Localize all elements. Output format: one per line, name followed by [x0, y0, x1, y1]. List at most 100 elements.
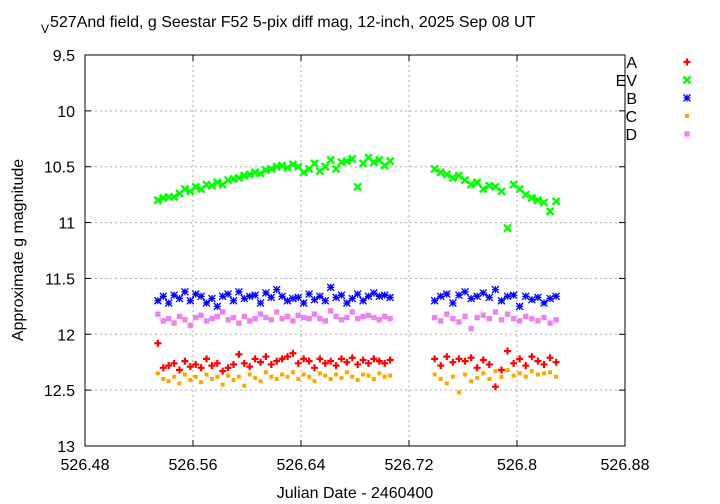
data-point-b [442, 290, 451, 299]
data-point-d [247, 318, 253, 324]
data-point-c [350, 374, 355, 379]
data-point-b [218, 292, 227, 301]
data-point-ev [545, 207, 555, 216]
data-point-b [299, 299, 308, 307]
data-point-c [432, 372, 437, 377]
data-point-c [328, 376, 333, 381]
data-point-c [236, 374, 241, 379]
data-point-b [251, 291, 260, 300]
data-point-a [230, 360, 237, 368]
series-b [153, 283, 561, 311]
y-tick-label: 12.5 [44, 383, 75, 400]
data-point-b [369, 288, 378, 297]
data-point-ev [347, 154, 357, 164]
data-point-b [380, 291, 389, 300]
data-point-c [258, 379, 263, 384]
data-point-a [546, 354, 554, 362]
data-point-a [338, 355, 345, 363]
data-point-a [370, 355, 378, 363]
data-point-c [463, 372, 468, 377]
data-point-d [523, 313, 529, 320]
data-point-c [263, 370, 268, 375]
data-point-d [338, 317, 345, 323]
x-axis-label: Julian Date - 2460400 [277, 485, 434, 502]
data-point-a [491, 383, 499, 391]
data-point-b [503, 292, 512, 301]
data-point-c [307, 374, 312, 379]
data-point-ev [442, 170, 452, 179]
data-point-d [510, 315, 517, 322]
plot-border [84, 54, 626, 447]
data-point-c [323, 373, 328, 378]
data-point-a [431, 355, 439, 363]
data-point-c [166, 379, 171, 384]
data-point-d [553, 317, 559, 323]
data-point-ev [169, 192, 179, 202]
x-tick-label: 526.72 [385, 457, 434, 474]
data-point-c [204, 372, 209, 377]
data-point-a [278, 355, 286, 363]
data-point-c [456, 390, 461, 395]
data-point-a [181, 357, 189, 365]
data-point-c [285, 374, 290, 379]
data-point-ev [503, 223, 512, 233]
x-tick-label: 526.56 [169, 457, 218, 474]
data-point-b [213, 302, 222, 311]
data-point-ev [527, 193, 537, 203]
data-point-c [529, 369, 534, 374]
data-point-a [359, 356, 367, 364]
data-point-d [541, 314, 547, 321]
data-point-c [542, 371, 546, 376]
y-tick-label: 12 [57, 327, 75, 344]
data-point-d [456, 319, 462, 325]
data-point-b [473, 292, 482, 301]
data-point-d [517, 318, 523, 324]
data-point-d [349, 309, 355, 315]
data-point-a [455, 355, 463, 363]
data-point-a [186, 363, 194, 371]
data-point-c [161, 376, 166, 381]
data-point-c [274, 376, 279, 381]
data-point-d [468, 326, 474, 332]
data-point-d [155, 311, 161, 317]
data-point-c [481, 371, 486, 376]
data-point-c [450, 374, 455, 379]
data-point-c [215, 374, 220, 379]
chart-title-subscript: V [41, 22, 49, 36]
data-point-a [540, 360, 548, 368]
data-point-b [497, 296, 506, 305]
data-point-a [208, 362, 216, 370]
data-point-d [387, 315, 393, 322]
data-point-c [155, 371, 160, 376]
data-point-d [317, 315, 323, 322]
data-point-d [444, 311, 450, 317]
data-point-c [382, 374, 387, 379]
data-point-b [364, 292, 373, 301]
data-point-c [334, 372, 339, 377]
data-point-d [438, 318, 444, 324]
data-point-d [462, 313, 468, 320]
data-point-ev [310, 159, 319, 168]
data-point-ev [299, 167, 309, 177]
data-point-a [251, 355, 259, 363]
data-point-ev [539, 198, 549, 207]
data-point-c [487, 376, 492, 381]
data-point-a [485, 360, 493, 368]
data-point-d [236, 320, 242, 326]
data-point-c [177, 381, 182, 386]
data-point-b [310, 295, 319, 304]
data-point-a [240, 359, 248, 367]
data-point-d [203, 318, 210, 324]
legend-label: EV [616, 73, 638, 90]
data-point-ev [533, 195, 543, 205]
data-point-d [187, 322, 193, 329]
legend-marker-c [685, 114, 689, 118]
data-point-ev [472, 178, 482, 187]
data-point-c [231, 378, 236, 383]
data-point-d [252, 315, 258, 322]
data-point-ev [326, 155, 336, 165]
data-point-b [533, 293, 542, 302]
data-point-a [449, 358, 457, 366]
data-point-d [328, 308, 334, 314]
